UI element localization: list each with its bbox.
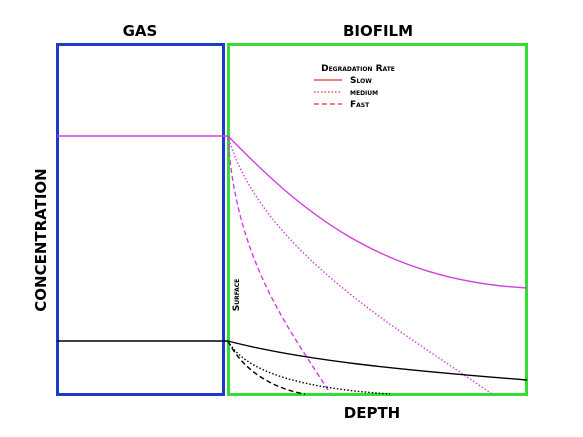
magenta-curves [57, 135, 528, 395]
surface-label: Surface [232, 279, 242, 312]
legend-label: Fast [350, 100, 370, 110]
medium-curve-high [227, 135, 493, 395]
gas-box [56, 43, 225, 396]
fast-curve-low [227, 340, 306, 395]
biofilm-box [227, 43, 528, 396]
legend: Degradation Rate Slow medium Fast [314, 64, 395, 110]
legend-label: Slow [350, 76, 372, 86]
black-curves [57, 340, 528, 395]
legend-title: Degradation Rate [321, 64, 395, 74]
slow-curve-low [227, 340, 528, 381]
x-axis-label: DEPTH [344, 404, 400, 422]
medium-curve-low [227, 340, 391, 395]
fast-curve-high [227, 135, 331, 394]
gas-title: GAS [123, 22, 158, 40]
slow-curve-high [227, 135, 528, 289]
y-axis-label: CONCENTRATION [32, 168, 50, 311]
biofilm-title: BIOFILM [343, 22, 413, 40]
legend-label: medium [350, 88, 378, 98]
